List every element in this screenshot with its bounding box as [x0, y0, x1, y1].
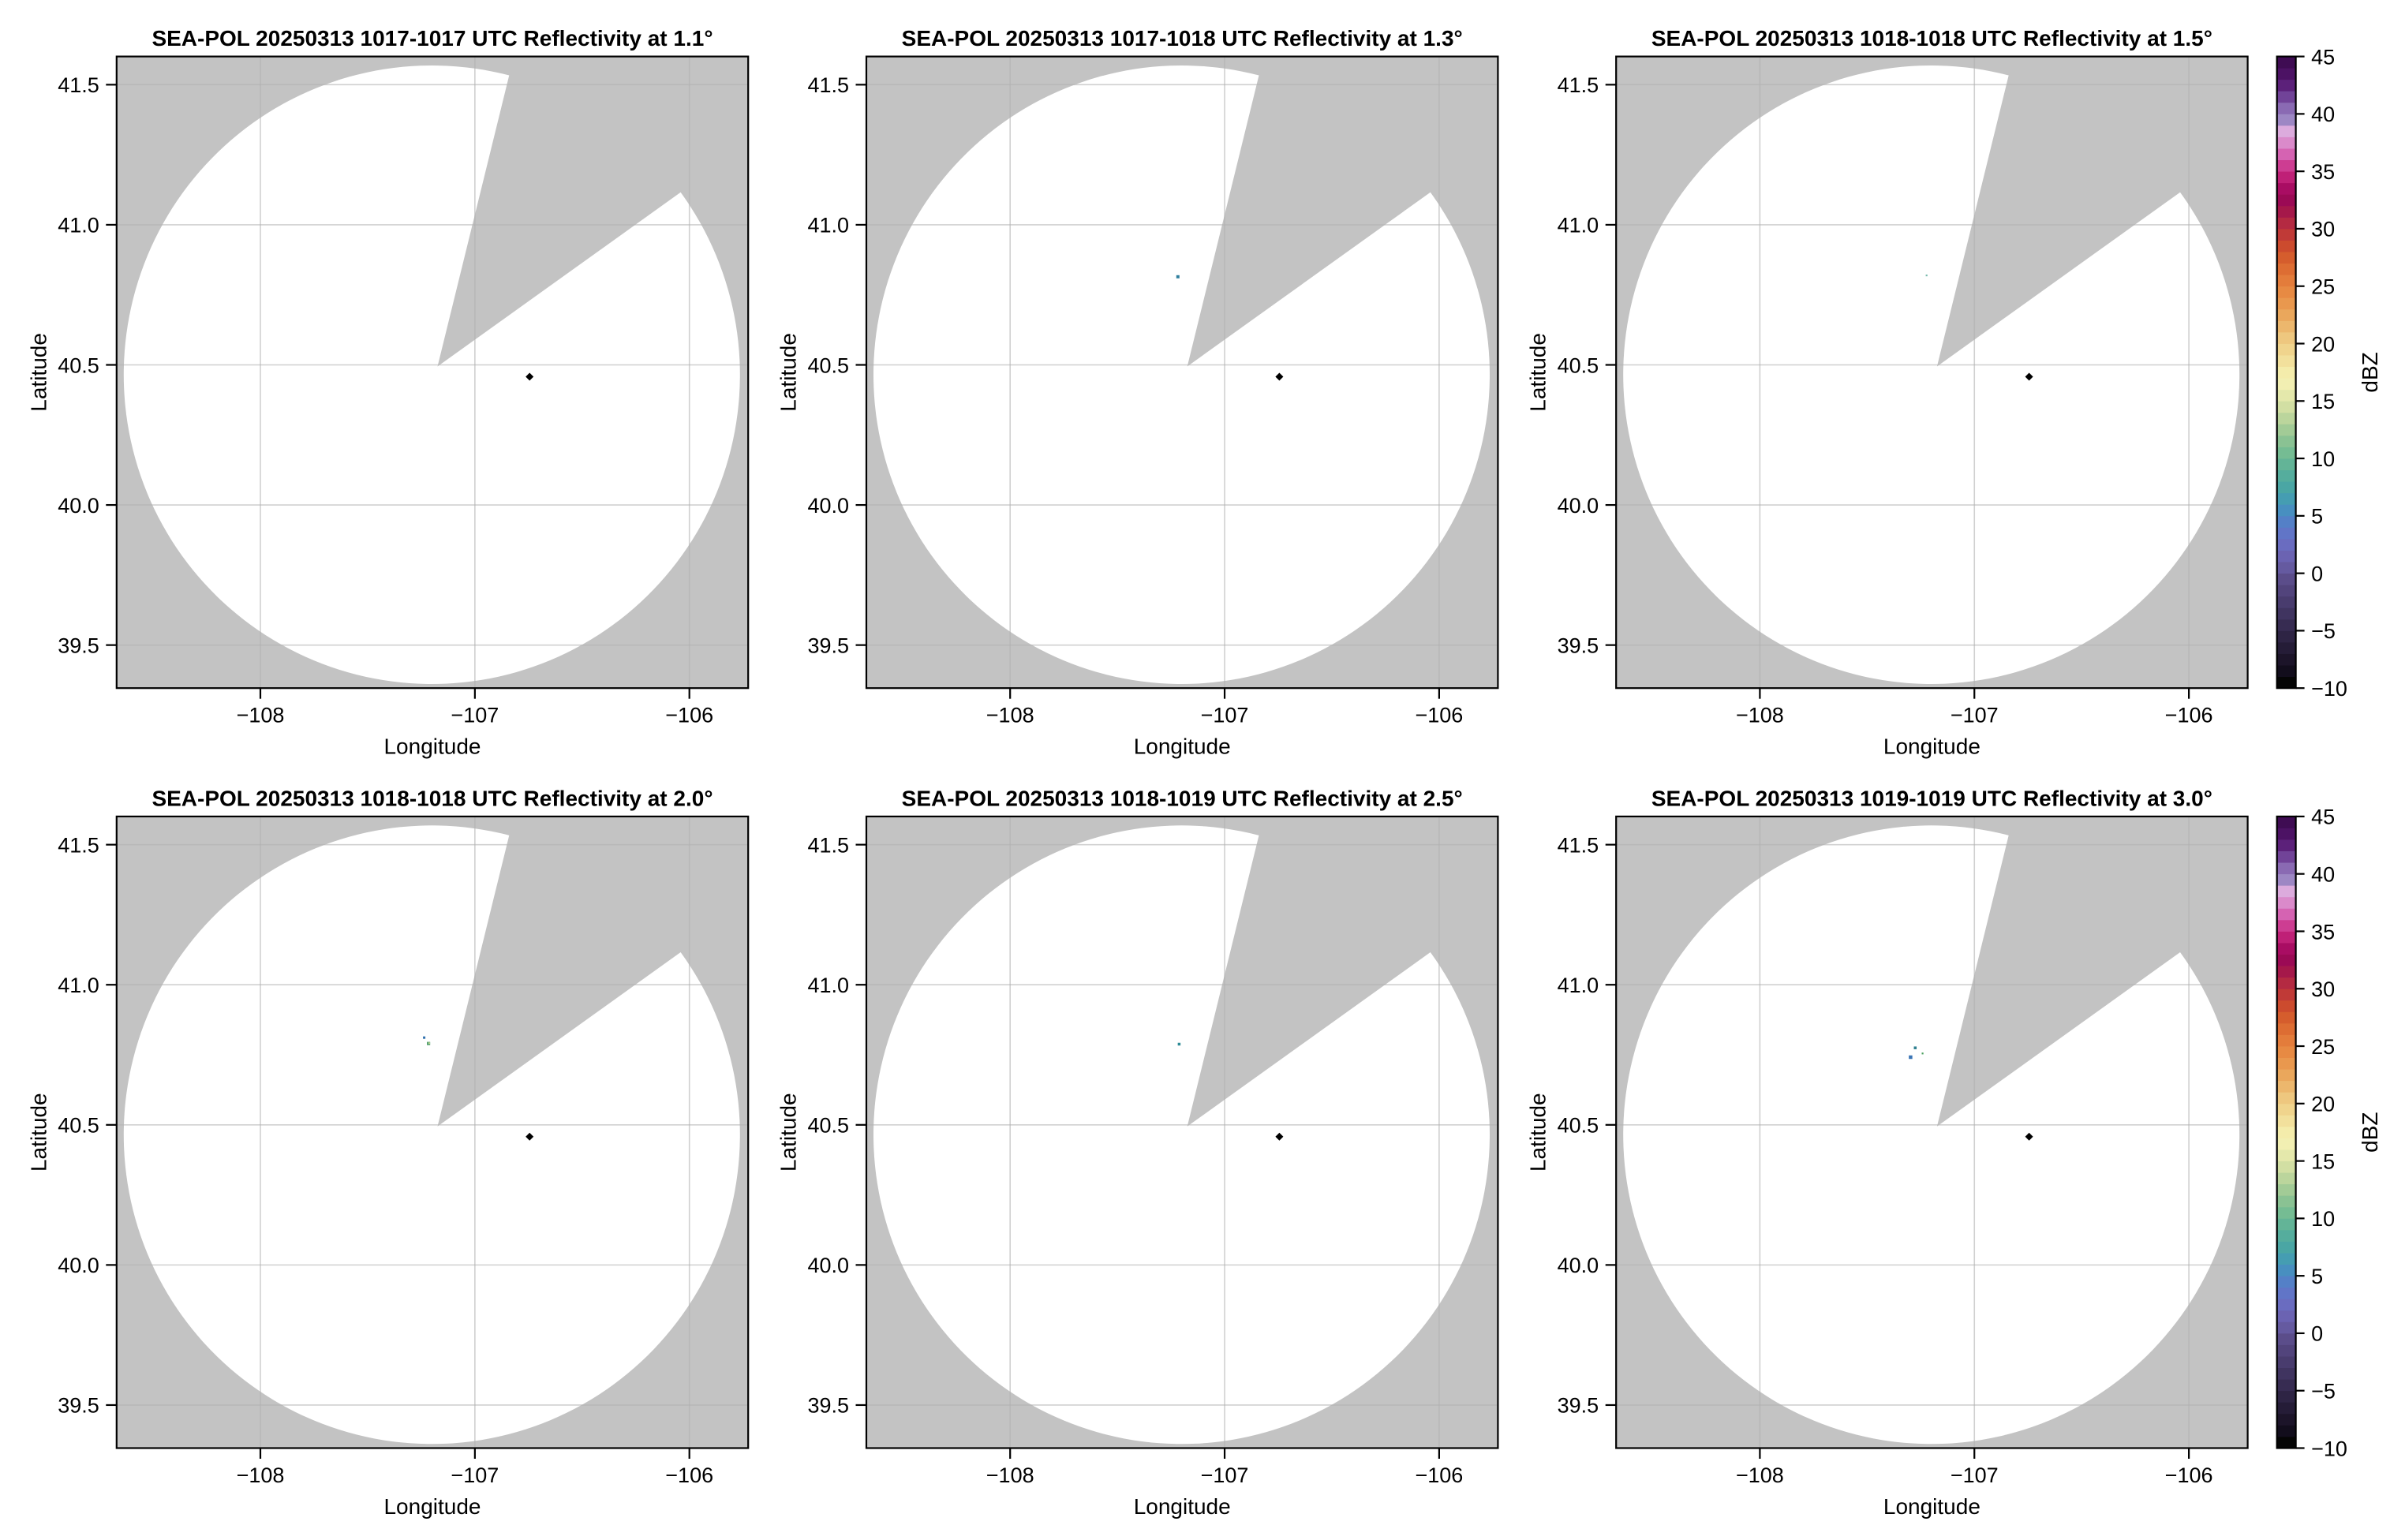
svg-text:Longitude: Longitude — [383, 1494, 481, 1519]
svg-text:Longitude: Longitude — [383, 734, 481, 759]
svg-text:15: 15 — [2311, 390, 2335, 413]
svg-text:39.5: 39.5 — [1558, 634, 1599, 657]
svg-text:41.0: 41.0 — [1558, 974, 1599, 997]
svg-text:30: 30 — [2311, 977, 2335, 1001]
svg-text:20: 20 — [2311, 1093, 2335, 1116]
svg-text:41.5: 41.5 — [58, 833, 99, 857]
svg-text:35: 35 — [2311, 160, 2335, 184]
svg-text:−106: −106 — [665, 704, 713, 727]
svg-text:−107: −107 — [1951, 704, 1999, 727]
svg-text:0: 0 — [2311, 1322, 2323, 1346]
svg-text:40.0: 40.0 — [58, 1254, 99, 1277]
svg-text:−5: −5 — [2311, 1380, 2336, 1404]
svg-text:40.5: 40.5 — [1558, 353, 1599, 377]
svg-text:−108: −108 — [237, 704, 285, 727]
svg-text:Longitude: Longitude — [1134, 1494, 1231, 1519]
svg-text:SEA-POL 20250313 1018-1019 UTC: SEA-POL 20250313 1018-1019 UTC Reflectiv… — [902, 786, 1463, 810]
svg-text:30: 30 — [2311, 218, 2335, 241]
svg-text:40: 40 — [2311, 103, 2335, 126]
svg-text:41.5: 41.5 — [1558, 73, 1599, 97]
svg-text:39.5: 39.5 — [807, 1394, 849, 1418]
svg-text:SEA-POL 20250313 1018-1018 UTC: SEA-POL 20250313 1018-1018 UTC Reflectiv… — [151, 786, 713, 810]
svg-text:Longitude: Longitude — [1883, 1494, 1980, 1519]
svg-text:40.0: 40.0 — [807, 1254, 849, 1277]
svg-text:41.5: 41.5 — [1558, 833, 1599, 857]
svg-text:35: 35 — [2311, 920, 2335, 944]
svg-text:39.5: 39.5 — [807, 634, 849, 657]
svg-text:40.0: 40.0 — [1558, 494, 1599, 518]
svg-text:40.5: 40.5 — [807, 353, 849, 377]
svg-text:−106: −106 — [1415, 1463, 1463, 1487]
svg-text:45: 45 — [2311, 45, 2335, 69]
svg-text:Longitude: Longitude — [1134, 734, 1231, 759]
svg-text:−108: −108 — [1736, 704, 1784, 727]
svg-text:Latitude: Latitude — [26, 333, 50, 412]
svg-text:41.5: 41.5 — [807, 833, 849, 857]
svg-text:5: 5 — [2311, 505, 2323, 529]
svg-text:39.5: 39.5 — [58, 634, 99, 657]
svg-text:40.5: 40.5 — [58, 1114, 99, 1138]
svg-text:−107: −107 — [1951, 1463, 1999, 1487]
svg-text:40.5: 40.5 — [807, 1114, 849, 1138]
svg-text:−106: −106 — [2165, 704, 2213, 727]
svg-text:−106: −106 — [1415, 704, 1463, 727]
svg-text:SEA-POL 20250313 1018-1018 UTC: SEA-POL 20250313 1018-1018 UTC Reflectiv… — [1651, 26, 2212, 50]
svg-text:20: 20 — [2311, 332, 2335, 356]
svg-text:−107: −107 — [451, 1463, 499, 1487]
svg-text:−10: −10 — [2311, 1437, 2347, 1460]
svg-text:Latitude: Latitude — [1526, 1093, 1550, 1172]
svg-text:dBZ: dBZ — [2358, 352, 2382, 392]
svg-text:dBZ: dBZ — [2358, 1112, 2382, 1153]
svg-text:−107: −107 — [1201, 1463, 1249, 1487]
svg-text:25: 25 — [2311, 1035, 2335, 1059]
svg-text:SEA-POL 20250313 1019-1019 UTC: SEA-POL 20250313 1019-1019 UTC Reflectiv… — [1651, 786, 2212, 810]
svg-text:25: 25 — [2311, 275, 2335, 299]
svg-text:40.0: 40.0 — [1558, 1254, 1599, 1277]
svg-text:40.0: 40.0 — [58, 494, 99, 518]
svg-text:39.5: 39.5 — [58, 1394, 99, 1418]
svg-text:−106: −106 — [2165, 1463, 2213, 1487]
svg-text:5: 5 — [2311, 1265, 2323, 1288]
svg-text:40.5: 40.5 — [58, 353, 99, 377]
svg-text:−106: −106 — [665, 1463, 713, 1487]
svg-text:41.0: 41.0 — [807, 214, 849, 237]
svg-text:45: 45 — [2311, 806, 2335, 829]
svg-text:Latitude: Latitude — [776, 1093, 801, 1172]
svg-text:Latitude: Latitude — [26, 1093, 50, 1172]
svg-text:0: 0 — [2311, 562, 2323, 585]
svg-text:−107: −107 — [1201, 704, 1249, 727]
svg-text:40: 40 — [2311, 862, 2335, 886]
svg-text:39.5: 39.5 — [1558, 1394, 1599, 1418]
svg-text:−108: −108 — [986, 1463, 1034, 1487]
svg-text:Latitude: Latitude — [776, 333, 801, 412]
svg-text:−108: −108 — [237, 1463, 285, 1487]
svg-text:40.5: 40.5 — [1558, 1114, 1599, 1138]
svg-text:−5: −5 — [2311, 619, 2336, 643]
svg-text:−107: −107 — [451, 704, 499, 727]
svg-text:−108: −108 — [1736, 1463, 1784, 1487]
svg-text:Latitude: Latitude — [1526, 333, 1550, 412]
svg-text:SEA-POL 20250313 1017-1018 UTC: SEA-POL 20250313 1017-1018 UTC Reflectiv… — [902, 26, 1463, 50]
svg-text:41.0: 41.0 — [807, 974, 849, 997]
svg-text:41.0: 41.0 — [58, 974, 99, 997]
svg-text:41.5: 41.5 — [807, 73, 849, 97]
svg-text:SEA-POL 20250313 1017-1017 UTC: SEA-POL 20250313 1017-1017 UTC Reflectiv… — [151, 26, 713, 50]
svg-text:10: 10 — [2311, 1207, 2335, 1231]
svg-text:40.0: 40.0 — [807, 494, 849, 518]
svg-text:Longitude: Longitude — [1883, 734, 1980, 759]
svg-text:41.0: 41.0 — [1558, 214, 1599, 237]
svg-text:10: 10 — [2311, 447, 2335, 471]
svg-text:−10: −10 — [2311, 677, 2347, 701]
svg-text:41.5: 41.5 — [58, 73, 99, 97]
svg-text:41.0: 41.0 — [58, 214, 99, 237]
svg-text:15: 15 — [2311, 1149, 2335, 1173]
svg-text:−108: −108 — [986, 704, 1034, 727]
